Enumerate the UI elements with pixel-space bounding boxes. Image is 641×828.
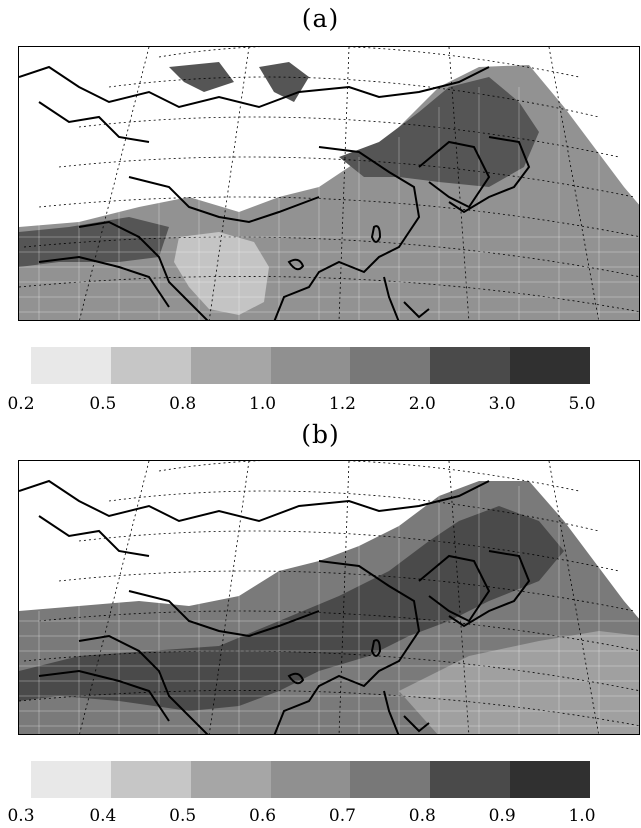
colorbar-swatch	[430, 761, 510, 798]
colorbar-tick-label: 0.8	[409, 806, 436, 826]
colorbar-tick-label: 2.0	[409, 394, 436, 414]
colorbar-b	[31, 761, 590, 798]
map-panel-a	[18, 46, 640, 321]
colorbar-swatch	[31, 761, 111, 798]
colorbar-tick-label: 1.2	[329, 394, 356, 414]
colorbar-swatch	[350, 347, 430, 384]
colorbar-swatch	[430, 347, 510, 384]
colorbar-tick-label: 0.3	[7, 806, 34, 826]
colorbar-tick-label: 0.8	[169, 394, 196, 414]
colorbar-swatch	[510, 761, 590, 798]
colorbar-swatch	[191, 761, 271, 798]
colorbar-swatch	[510, 347, 590, 384]
dark-region-a4	[259, 62, 309, 102]
colorbar-tick-label: 1.0	[568, 806, 595, 826]
map-b-svg	[19, 461, 640, 735]
colorbar-swatch	[191, 347, 271, 384]
colorbar-b-ticks: 0.3 0.4 0.5 0.6 0.7 0.8 0.9 1.0	[0, 806, 641, 828]
colorbar-swatch	[350, 761, 430, 798]
colorbar-swatch	[111, 347, 191, 384]
dark-region-a3	[169, 62, 234, 92]
colorbar-a-ticks: 0.2 0.5 0.8 1.0 1.2 2.0 3.0 5.0	[0, 394, 641, 416]
panel-b-label: (b)	[0, 420, 641, 449]
colorbar-tick-label: 0.5	[89, 394, 116, 414]
colorbar-swatch	[271, 347, 351, 384]
colorbar-tick-label: 0.2	[7, 394, 34, 414]
map-panel-b	[18, 460, 640, 735]
colorbar-swatch	[271, 761, 351, 798]
colorbar-tick-label: 0.6	[249, 806, 276, 826]
colorbar-tick-label: 0.7	[329, 806, 356, 826]
colorbar-tick-label: 3.0	[489, 394, 516, 414]
colorbar-swatch	[31, 347, 111, 384]
map-a-svg	[19, 47, 640, 321]
colorbar-tick-label: 1.0	[249, 394, 276, 414]
colorbar-tick-label: 0.9	[489, 806, 516, 826]
colorbar-tick-label: 0.4	[89, 806, 116, 826]
panel-a-label: (a)	[0, 4, 641, 33]
colorbar-tick-label: 0.5	[169, 806, 196, 826]
colorbar-a	[31, 347, 590, 384]
colorbar-swatch	[111, 761, 191, 798]
colorbar-tick-label: 5.0	[568, 394, 595, 414]
